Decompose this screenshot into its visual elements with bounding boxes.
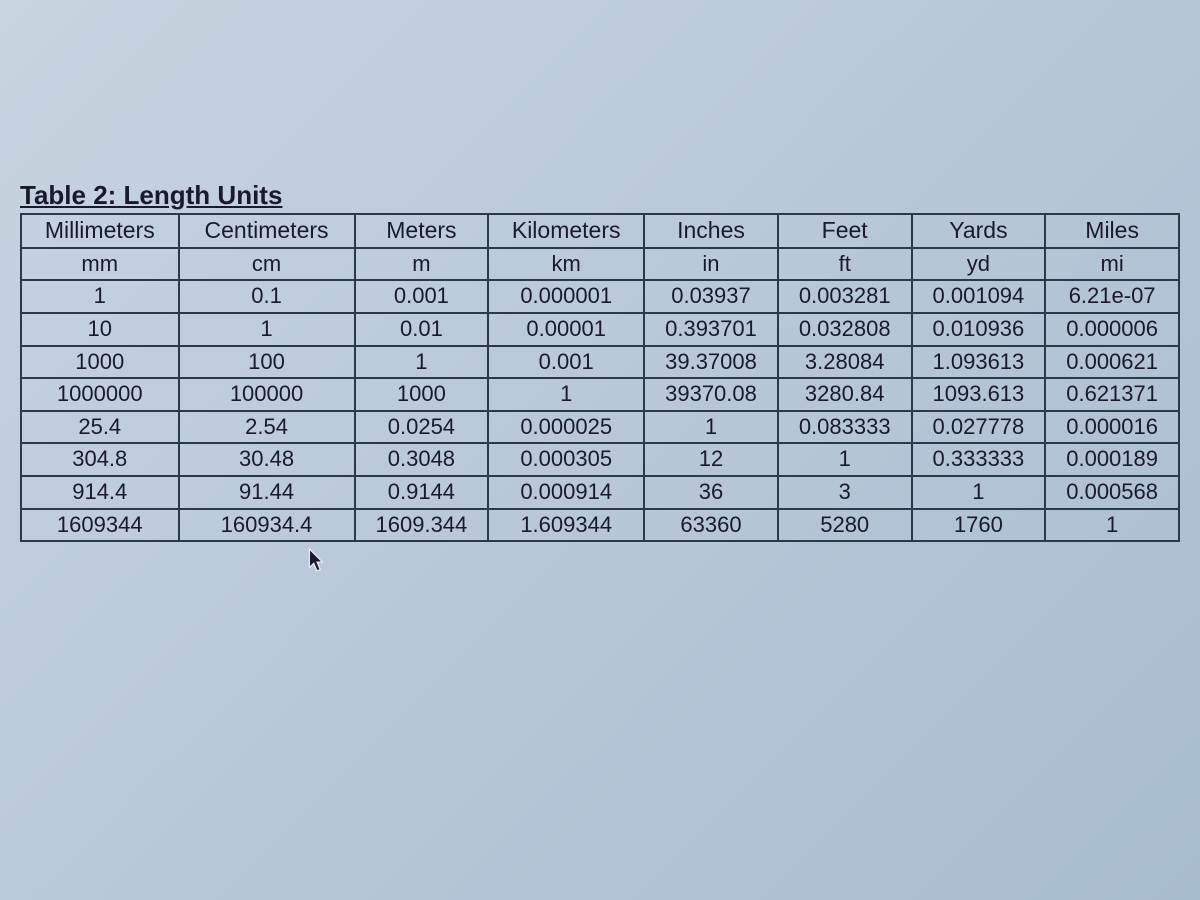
table-row: 10 1 0.01 0.00001 0.393701 0.032808 0.01… — [21, 313, 1179, 346]
cell: 36 — [644, 476, 778, 509]
cell: 0.000305 — [488, 443, 644, 476]
cell: 0.000914 — [488, 476, 644, 509]
cell: 0.00001 — [488, 313, 644, 346]
cell: 1760 — [912, 509, 1046, 542]
cell: 0.000189 — [1045, 443, 1179, 476]
cell: 1 — [644, 411, 778, 444]
cell: 0.000025 — [488, 411, 644, 444]
cell: 30.48 — [179, 443, 355, 476]
cell: 0.000006 — [1045, 313, 1179, 346]
cell: 2.54 — [179, 411, 355, 444]
cell: 39370.08 — [644, 378, 778, 411]
cell: 1 — [778, 443, 912, 476]
cell: 1 — [179, 313, 355, 346]
cell: 1 — [488, 378, 644, 411]
cell: 0.003281 — [778, 280, 912, 313]
length-units-table: Millimeters Centimeters Meters Kilometer… — [20, 213, 1180, 542]
table-header-row: Millimeters Centimeters Meters Kilometer… — [21, 214, 1179, 248]
table-row: 1 0.1 0.001 0.000001 0.03937 0.003281 0.… — [21, 280, 1179, 313]
cell: 5280 — [778, 509, 912, 542]
cell: 0.027778 — [912, 411, 1046, 444]
cell: 0.032808 — [778, 313, 912, 346]
cell: 1609344 — [21, 509, 179, 542]
cell: 0.01 — [355, 313, 489, 346]
cell: 12 — [644, 443, 778, 476]
unit-abbrev: ft — [778, 248, 912, 281]
cell: 160934.4 — [179, 509, 355, 542]
cell: 25.4 — [21, 411, 179, 444]
cell: 3.28084 — [778, 346, 912, 379]
cell: 1 — [21, 280, 179, 313]
cell: 1000 — [21, 346, 179, 379]
cell: 0.083333 — [778, 411, 912, 444]
unit-abbrev: cm — [179, 248, 355, 281]
cell: 1093.613 — [912, 378, 1046, 411]
col-header: Inches — [644, 214, 778, 248]
unit-abbrev: mi — [1045, 248, 1179, 281]
cell: 0.03937 — [644, 280, 778, 313]
table-row: 25.4 2.54 0.0254 0.000025 1 0.083333 0.0… — [21, 411, 1179, 444]
cell: 0.333333 — [912, 443, 1046, 476]
cell: 100 — [179, 346, 355, 379]
cell: 39.37008 — [644, 346, 778, 379]
cell: 914.4 — [21, 476, 179, 509]
cell: 0.9144 — [355, 476, 489, 509]
cell: 1000 — [355, 378, 489, 411]
content-area: Table 2: Length Units Millimeters Centim… — [0, 0, 1200, 542]
cell: 0.621371 — [1045, 378, 1179, 411]
table-row: 1000 100 1 0.001 39.37008 3.28084 1.0936… — [21, 346, 1179, 379]
col-header: Yards — [912, 214, 1046, 248]
cell: 0.001 — [488, 346, 644, 379]
cell: 3 — [778, 476, 912, 509]
cell: 91.44 — [179, 476, 355, 509]
cell: 1000000 — [21, 378, 179, 411]
cell: 0.000621 — [1045, 346, 1179, 379]
col-header: Centimeters — [179, 214, 355, 248]
cell: 10 — [21, 313, 179, 346]
cell: 1609.344 — [355, 509, 489, 542]
unit-abbrev: in — [644, 248, 778, 281]
col-header: Miles — [1045, 214, 1179, 248]
table-unit-row: mm cm m km in ft yd mi — [21, 248, 1179, 281]
cell: 0.3048 — [355, 443, 489, 476]
table-title: Table 2: Length Units — [20, 180, 1180, 211]
cell: 3280.84 — [778, 378, 912, 411]
cell: 0.0254 — [355, 411, 489, 444]
cell: 1 — [355, 346, 489, 379]
cell: 0.000001 — [488, 280, 644, 313]
cell: 0.1 — [179, 280, 355, 313]
col-header: Meters — [355, 214, 489, 248]
cell: 0.000016 — [1045, 411, 1179, 444]
cell: 0.393701 — [644, 313, 778, 346]
table-row: 1609344 160934.4 1609.344 1.609344 63360… — [21, 509, 1179, 542]
cell: 304.8 — [21, 443, 179, 476]
unit-abbrev: yd — [912, 248, 1046, 281]
col-header: Millimeters — [21, 214, 179, 248]
cell: 100000 — [179, 378, 355, 411]
cell: 1 — [912, 476, 1046, 509]
table-row: 1000000 100000 1000 1 39370.08 3280.84 1… — [21, 378, 1179, 411]
col-header: Kilometers — [488, 214, 644, 248]
unit-abbrev: km — [488, 248, 644, 281]
cell: 0.001 — [355, 280, 489, 313]
cell: 0.000568 — [1045, 476, 1179, 509]
cell: 1.093613 — [912, 346, 1046, 379]
cell: 0.010936 — [912, 313, 1046, 346]
cursor-icon — [308, 548, 326, 574]
unit-abbrev: m — [355, 248, 489, 281]
cell: 63360 — [644, 509, 778, 542]
unit-abbrev: mm — [21, 248, 179, 281]
table-row: 304.8 30.48 0.3048 0.000305 12 1 0.33333… — [21, 443, 1179, 476]
col-header: Feet — [778, 214, 912, 248]
cell: 0.001094 — [912, 280, 1046, 313]
cell: 1.609344 — [488, 509, 644, 542]
cell: 1 — [1045, 509, 1179, 542]
table-row: 914.4 91.44 0.9144 0.000914 36 3 1 0.000… — [21, 476, 1179, 509]
cell: 6.21e-07 — [1045, 280, 1179, 313]
